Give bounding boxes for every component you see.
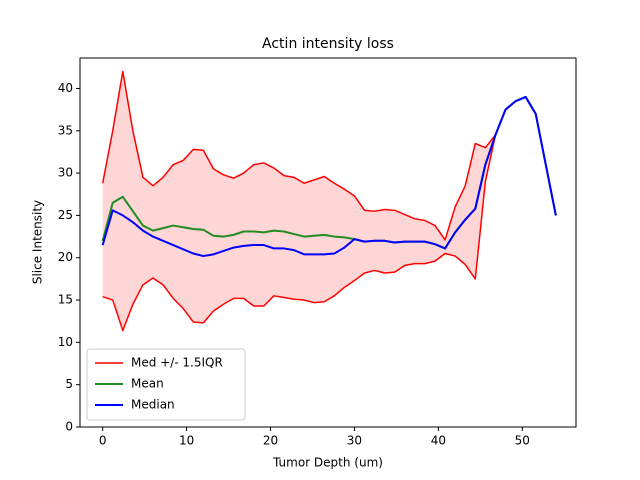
legend-label: Mean: [131, 377, 164, 391]
y-tick-label: 40: [58, 81, 73, 95]
x-axis-label: Tumor Depth (um): [272, 456, 383, 470]
y-tick-label: 25: [58, 208, 73, 222]
x-tick-label: 0: [99, 434, 107, 448]
y-tick-label: 15: [58, 293, 73, 307]
y-tick-label: 0: [65, 420, 73, 434]
legend: Med +/- 1.5IQR Mean Median: [86, 348, 246, 421]
y-tick-label: 20: [58, 250, 73, 264]
y-tick-label: 30: [58, 166, 73, 180]
line: [102, 96, 557, 332]
line: [101, 95, 557, 258]
chart-title: Actin intensity loss: [262, 36, 394, 52]
y-tick-label: 10: [58, 335, 73, 349]
line: [101, 70, 557, 241]
x-tick-label: 40: [431, 434, 446, 448]
y-tick-label: 5: [65, 377, 73, 391]
x-tick-label: 30: [347, 434, 362, 448]
plot-frame: [79, 57, 577, 428]
x-tick-label: 50: [515, 434, 530, 448]
fill-band: [102, 71, 556, 331]
y-axis-label: Slice Intensity: [31, 200, 45, 284]
legend-label: Med +/- 1.5IQR: [131, 356, 223, 370]
legend-label: Median: [131, 398, 175, 412]
y-tick-label: 35: [58, 123, 73, 137]
x-tick-label: 20: [263, 434, 278, 448]
x-tick-label: 10: [179, 434, 194, 448]
legend-box: [86, 348, 246, 421]
